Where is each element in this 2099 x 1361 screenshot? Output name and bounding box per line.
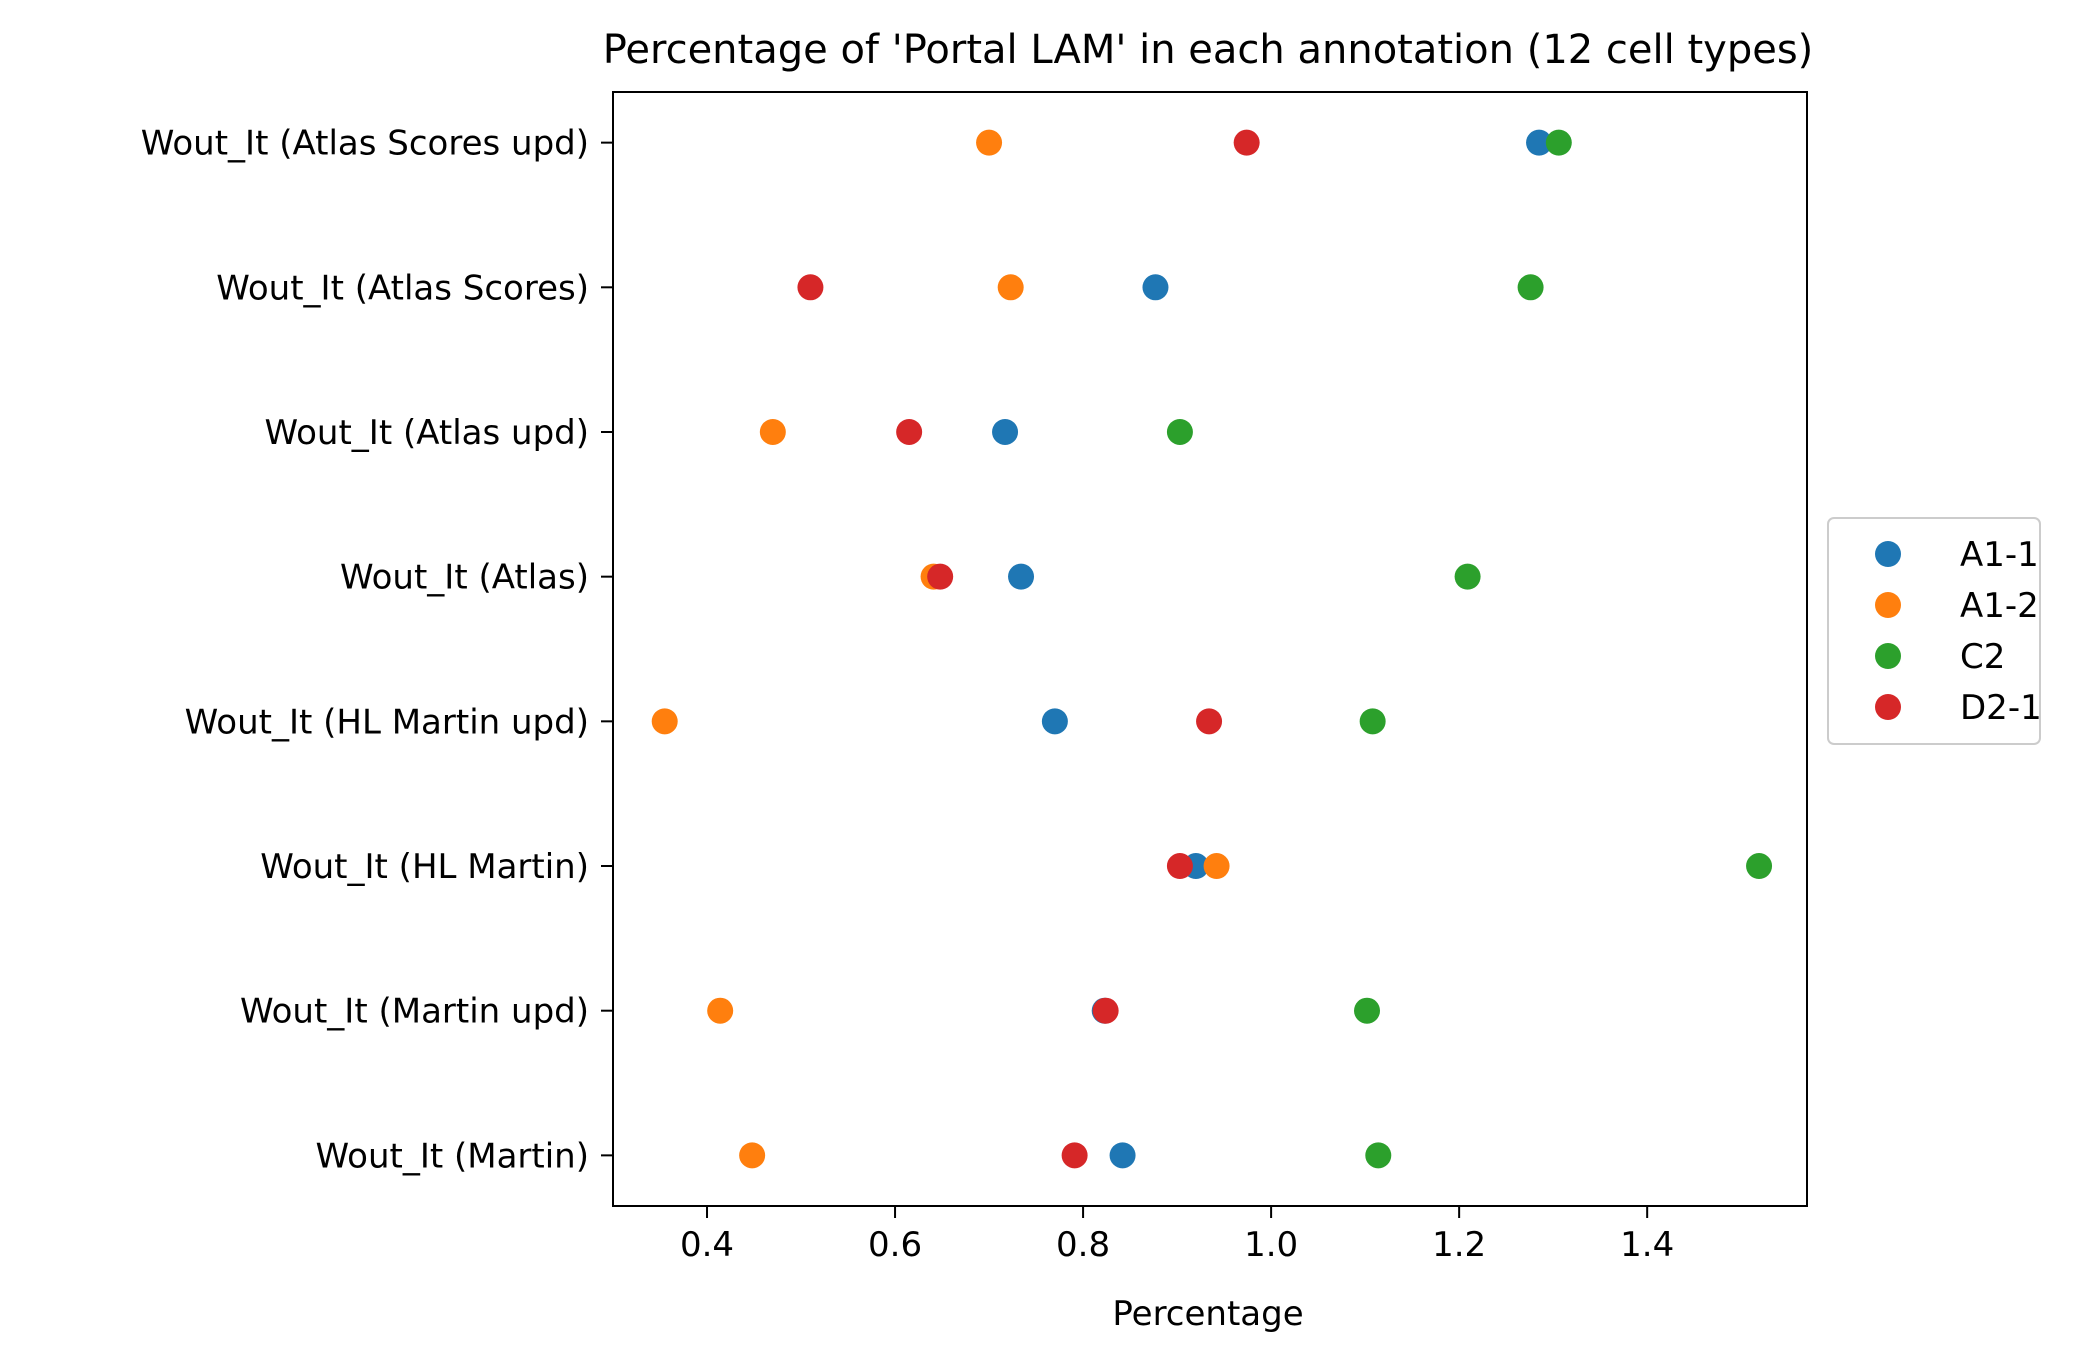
point-d2-1 [927, 563, 954, 590]
point-c2 [1517, 274, 1544, 301]
point-c2 [1359, 708, 1386, 735]
x-tick-label: 1.4 [1620, 1225, 1674, 1265]
y-tick-label: Wout_It (HL Martin) [260, 847, 589, 887]
point-a1-1 [1142, 274, 1169, 301]
legend-marker [1875, 643, 1901, 669]
point-d2-1 [797, 274, 824, 301]
legend-marker [1875, 592, 1901, 618]
point-a1-2 [759, 418, 786, 445]
legend-frame [1827, 517, 2041, 745]
point-d2-1 [1196, 708, 1223, 735]
x-tick-label: 1.0 [1244, 1225, 1298, 1265]
point-d2-1 [1233, 129, 1260, 156]
point-a1-2 [976, 129, 1003, 156]
y-tick-label: Wout_It (Atlas) [340, 558, 589, 598]
y-tick-label: Wout_It (HL Martin upd) [185, 702, 589, 742]
x-tick-label: 1.2 [1432, 1225, 1486, 1265]
point-c2 [1365, 1142, 1392, 1169]
plot-area [612, 91, 1808, 1207]
y-axis: Wout_It (Atlas Scores upd) Wout_It (Atlas… [141, 124, 613, 1176]
point-c2 [1166, 418, 1193, 445]
y-tick-label: Wout_It (Atlas Scores upd) [141, 124, 589, 164]
y-tick-label: Wout_It (Atlas Scores) [216, 268, 589, 308]
legend-label: C2 [1960, 637, 2005, 677]
legend: A1-1 A1-2 C2 D2-1 [1827, 517, 2042, 745]
x-tick-label: 0.6 [868, 1225, 922, 1265]
point-d2-1 [1061, 1142, 1088, 1169]
point-c2 [1746, 853, 1773, 880]
point-a1-2 [739, 1142, 766, 1169]
x-axis: 0.4 0.6 0.8 1.0 1.2 1.4 [680, 1206, 1674, 1265]
point-c2 [1354, 997, 1381, 1024]
point-a1-2 [1203, 853, 1230, 880]
point-d2-1 [896, 418, 923, 445]
point-d2-1 [1166, 853, 1193, 880]
y-tick-label: Wout_It (Atlas upd) [264, 413, 589, 453]
y-tick-label: Wout_It (Martin) [316, 1136, 589, 1176]
legend-label: D2-1 [1960, 688, 2042, 728]
point-a1-1 [1109, 1142, 1136, 1169]
point-a1-1 [992, 418, 1019, 445]
point-a1-2 [997, 274, 1024, 301]
y-tick-label: Wout_It (Martin upd) [240, 992, 589, 1032]
data-points [651, 129, 1773, 1169]
x-axis-title: Percentage [1112, 1294, 1303, 1334]
legend-label: A1-1 [1960, 535, 2039, 575]
point-a1-1 [1008, 563, 1035, 590]
point-a1-1 [1041, 708, 1068, 735]
legend-marker [1875, 694, 1901, 720]
chart-title: Percentage of 'Portal LAM' in each annot… [603, 27, 1814, 73]
point-a1-1 [1526, 129, 1553, 156]
legend-label: A1-2 [1960, 586, 2039, 626]
point-a1-2 [651, 708, 678, 735]
point-c2 [1545, 129, 1572, 156]
point-c2 [1454, 563, 1481, 590]
legend-marker [1875, 541, 1901, 567]
x-tick-label: 0.4 [680, 1225, 734, 1265]
point-a1-2 [707, 997, 734, 1024]
point-d2-1 [1092, 997, 1119, 1024]
x-tick-label: 0.8 [1056, 1225, 1110, 1265]
